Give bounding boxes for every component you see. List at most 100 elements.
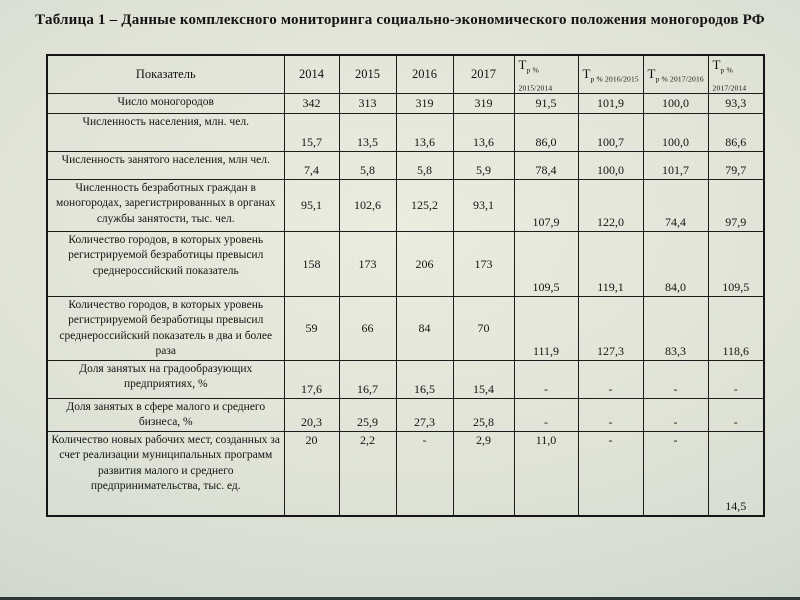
growth-sub: р % 2017/2014 bbox=[712, 65, 747, 93]
value-cell: 2,9 bbox=[452, 431, 515, 517]
value-cell: - bbox=[577, 397, 644, 433]
table-header-row: Показатель 2014 2015 2016 2017 Тр % 2015… bbox=[46, 54, 765, 95]
value-cell: - bbox=[577, 431, 644, 517]
value-cell: 14,5 bbox=[707, 431, 765, 517]
value-cell: 11,0 bbox=[513, 431, 579, 517]
header-indicator: Показатель bbox=[46, 54, 285, 95]
value-cell: 2,2 bbox=[338, 431, 397, 517]
value-cell: 78,4 bbox=[513, 151, 579, 181]
header-growth-2016-2015: Тр % 2016/2015 bbox=[577, 54, 644, 95]
value-cell: 84 bbox=[395, 296, 454, 361]
header-growth-2017-2014: Тр % 2017/2014 bbox=[707, 54, 765, 95]
growth-symbol: Т bbox=[582, 65, 591, 81]
value-cell: 100,0 bbox=[642, 113, 709, 153]
value-cell: 100,0 bbox=[577, 151, 644, 181]
header-year-2016: 2016 bbox=[395, 54, 454, 95]
value-cell: 313 bbox=[338, 93, 397, 115]
value-cell: 111,9 bbox=[513, 296, 579, 361]
value-cell: 122,0 bbox=[577, 179, 644, 233]
value-cell: 83,3 bbox=[642, 296, 709, 361]
value-cell: 15,4 bbox=[452, 359, 515, 399]
growth-symbol: Т bbox=[647, 65, 656, 81]
table-row: Доля занятых на градообразующих предприя… bbox=[46, 359, 765, 399]
value-cell: 17,6 bbox=[283, 359, 340, 399]
indicator-cell: Численность безработных граждан в моного… bbox=[46, 179, 285, 233]
value-cell: - bbox=[395, 431, 454, 517]
value-cell: 319 bbox=[452, 93, 515, 115]
value-cell: 97,9 bbox=[707, 179, 765, 233]
value-cell: 70 bbox=[452, 296, 515, 361]
value-cell: - bbox=[577, 359, 644, 399]
growth-sub: р % 2017/2016 bbox=[655, 74, 704, 84]
indicator-cell: Количество новых рабочих мест, созданных… bbox=[46, 431, 285, 517]
indicator-cell: Доля занятых в сфере малого и среднего б… bbox=[46, 397, 285, 433]
header-growth-2015-2014: Тр % 2015/2014 bbox=[513, 54, 579, 95]
value-cell: 102,6 bbox=[338, 179, 397, 233]
value-cell: 79,7 bbox=[707, 151, 765, 181]
monitoring-table: Показатель 2014 2015 2016 2017 Тр % 2015… bbox=[46, 54, 765, 517]
value-cell: 13,5 bbox=[338, 113, 397, 153]
value-cell: 7,4 bbox=[283, 151, 340, 181]
table-row: Количество городов, в которых уровень ре… bbox=[46, 231, 765, 298]
table-row: Численность безработных граждан в моного… bbox=[46, 179, 765, 233]
value-cell: 27,3 bbox=[395, 397, 454, 433]
value-cell: 20,3 bbox=[283, 397, 340, 433]
value-cell: 319 bbox=[395, 93, 454, 115]
value-cell: 93,1 bbox=[452, 179, 515, 233]
growth-symbol: Т bbox=[518, 57, 527, 72]
table-row: Количество новых рабочих мест, созданных… bbox=[46, 431, 765, 517]
indicator-cell: Количество городов, в которых уровень ре… bbox=[46, 296, 285, 361]
table-row: Доля занятых в сфере малого и среднего б… bbox=[46, 397, 765, 433]
value-cell: 16,7 bbox=[338, 359, 397, 399]
value-cell: - bbox=[707, 359, 765, 399]
slide-title: Таблица 1 – Данные комплексного монитори… bbox=[35, 12, 765, 28]
value-cell: 25,8 bbox=[452, 397, 515, 433]
value-cell: 101,7 bbox=[642, 151, 709, 181]
value-cell: 59 bbox=[283, 296, 340, 361]
value-cell: 100,7 bbox=[577, 113, 644, 153]
growth-sub: р % 2016/2015 bbox=[590, 74, 639, 84]
value-cell: 107,9 bbox=[513, 179, 579, 233]
value-cell: 16,5 bbox=[395, 359, 454, 399]
value-cell: 206 bbox=[395, 231, 454, 298]
value-cell: 158 bbox=[283, 231, 340, 298]
value-cell: 5,9 bbox=[452, 151, 515, 181]
value-cell: 173 bbox=[452, 231, 515, 298]
value-cell: - bbox=[513, 359, 579, 399]
value-cell: 93,3 bbox=[707, 93, 765, 115]
value-cell: - bbox=[642, 359, 709, 399]
value-cell: 109,5 bbox=[513, 231, 579, 298]
value-cell: - bbox=[642, 397, 709, 433]
indicator-cell: Численность населения, млн. чел. bbox=[46, 113, 285, 153]
value-cell: 173 bbox=[338, 231, 397, 298]
value-cell: - bbox=[707, 397, 765, 433]
value-cell: 100,0 bbox=[642, 93, 709, 115]
header-year-2015: 2015 bbox=[338, 54, 397, 95]
table-row: Численность занятого населения, млн чел.… bbox=[46, 151, 765, 181]
value-cell: 127,3 bbox=[577, 296, 644, 361]
value-cell: 342 bbox=[283, 93, 340, 115]
value-cell: 125,2 bbox=[395, 179, 454, 233]
table-body: Число моногородов 342 313 319 319 91,5 1… bbox=[46, 93, 765, 517]
value-cell: 13,6 bbox=[452, 113, 515, 153]
bottom-edge-bar bbox=[0, 597, 800, 600]
growth-symbol: Т bbox=[712, 57, 721, 72]
indicator-cell: Количество городов, в которых уровень ре… bbox=[46, 231, 285, 298]
table-row: Число моногородов 342 313 319 319 91,5 1… bbox=[46, 93, 765, 115]
value-cell: 109,5 bbox=[707, 231, 765, 298]
value-cell: 74,4 bbox=[642, 179, 709, 233]
indicator-cell: Число моногородов bbox=[46, 93, 285, 115]
value-cell: - bbox=[642, 431, 709, 517]
value-cell: 86,6 bbox=[707, 113, 765, 153]
indicator-cell: Численность занятого населения, млн чел. bbox=[46, 151, 285, 181]
value-cell: 118,6 bbox=[707, 296, 765, 361]
value-cell: 101,9 bbox=[577, 93, 644, 115]
growth-sub: р % 2015/2014 bbox=[518, 65, 553, 93]
value-cell: 25,9 bbox=[338, 397, 397, 433]
value-cell: 5,8 bbox=[338, 151, 397, 181]
value-cell: 86,0 bbox=[513, 113, 579, 153]
value-cell: 119,1 bbox=[577, 231, 644, 298]
value-cell: 15,7 bbox=[283, 113, 340, 153]
header-year-2017: 2017 bbox=[452, 54, 515, 95]
